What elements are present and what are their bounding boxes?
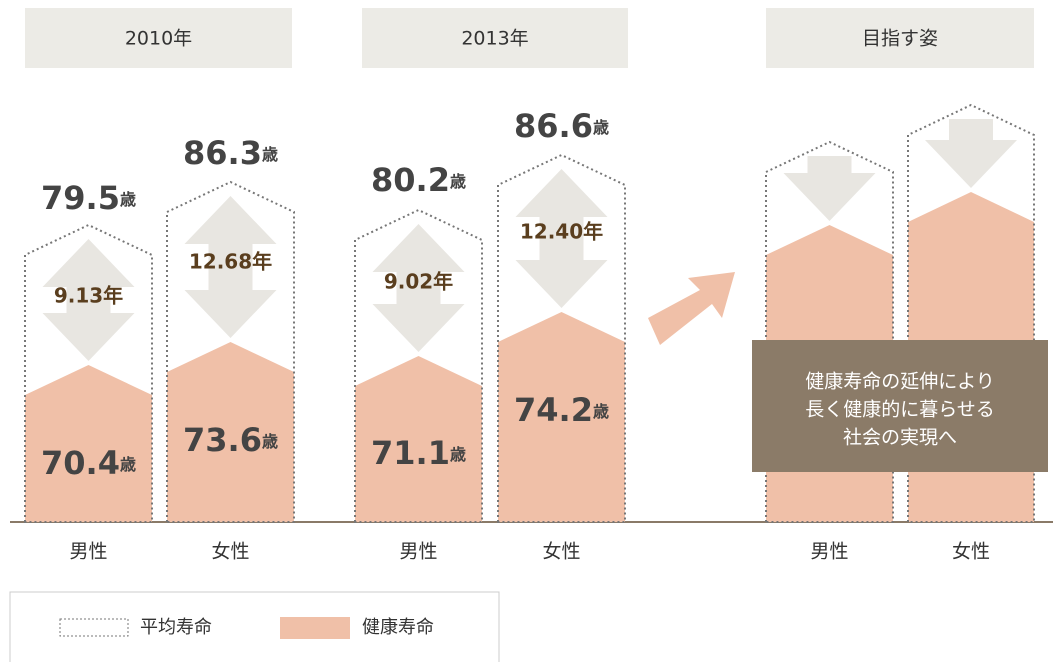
life-unit: 歳: [450, 172, 466, 191]
panel-title: 2010年: [125, 28, 192, 50]
legend-life-swatch: [59, 618, 129, 637]
health-label: 74.2歳: [514, 391, 609, 429]
gap-label: 9.13年: [54, 284, 123, 308]
life-unit: 歳: [262, 145, 278, 164]
legend-box: [9, 591, 500, 662]
message-box: [752, 340, 1048, 472]
life-label: 86.6歳: [514, 107, 609, 145]
life-outline: [24, 223, 153, 523]
life-unit: 歳: [593, 118, 609, 137]
message-line: 健康寿命の延伸により: [805, 371, 995, 393]
category-label: 男性: [69, 541, 107, 563]
health-unit: 歳: [120, 455, 136, 474]
life-unit: 歳: [120, 190, 136, 209]
health-label: 70.4歳: [41, 444, 136, 482]
transition-arrow: [648, 272, 735, 345]
life-value: 86.3: [183, 134, 262, 172]
health-unit: 歳: [450, 445, 466, 464]
life-outline: [907, 103, 1035, 523]
health-unit: 歳: [593, 402, 609, 421]
health-value: 74.2: [514, 391, 593, 429]
life-value: 86.6: [514, 107, 593, 145]
health-shape: [355, 356, 482, 522]
life-label: 79.5歳: [41, 179, 136, 217]
panel-header: [766, 8, 1034, 68]
health-value: 73.6: [183, 421, 262, 459]
gap-arrow: [515, 169, 608, 308]
category-label: 女性: [211, 541, 249, 563]
message-line: 社会の実現へ: [843, 427, 957, 449]
panel-title: 2013年: [461, 28, 528, 50]
legend-health-swatch: [280, 617, 350, 639]
health-value: 70.4: [41, 444, 120, 482]
life-value: 80.2: [371, 161, 450, 199]
life-label: 86.3歳: [183, 134, 278, 172]
message-line: 長く健康的に暮らせる: [805, 399, 995, 421]
gap-label: 9.02年: [384, 270, 453, 294]
life-value: 79.5: [41, 179, 120, 217]
legend-life: 平均寿命: [140, 617, 212, 638]
panel-title: 目指す姿: [862, 28, 938, 50]
health-label: 73.6歳: [183, 421, 278, 459]
life-outline: [497, 153, 626, 523]
life-outline: [765, 140, 894, 523]
category-label: 女性: [542, 541, 580, 563]
health-label: 71.1歳: [371, 434, 466, 472]
gap-label: 12.68年: [189, 250, 272, 274]
gap-arrow: [925, 119, 1017, 188]
health-unit: 歳: [262, 432, 278, 451]
life-outline: [354, 208, 483, 523]
gap-arrow: [372, 224, 465, 352]
gap-arrow: [42, 239, 135, 361]
legend-health: 健康寿命: [362, 617, 434, 638]
health-shape: [167, 342, 294, 522]
health-shape: [25, 365, 152, 522]
category-label: 女性: [952, 541, 990, 563]
category-label: 男性: [810, 541, 848, 563]
life-label: 80.2歳: [371, 161, 466, 199]
panel-header: [25, 8, 292, 68]
panel-header: [362, 8, 628, 68]
gap-label: 12.40年: [520, 220, 603, 244]
gap-arrow: [184, 196, 277, 338]
gap-arrow: [783, 156, 876, 221]
health-value: 71.1: [371, 434, 450, 472]
category-label: 男性: [399, 541, 437, 563]
health-shape: [498, 312, 625, 522]
life-outline: [166, 180, 295, 523]
